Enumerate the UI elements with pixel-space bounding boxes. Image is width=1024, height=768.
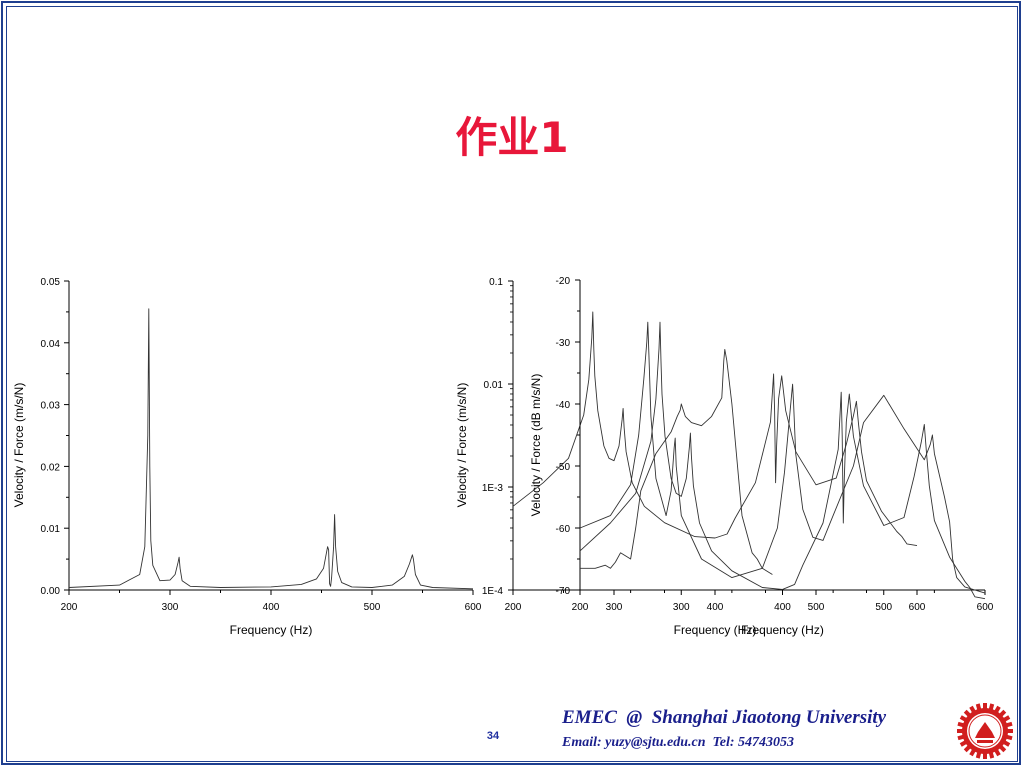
chart-3-series-3 xyxy=(580,348,773,575)
y-tick-label: -40 xyxy=(556,400,571,411)
x-axis-label: Frequency (Hz) xyxy=(230,623,313,637)
logo-gear-tooth xyxy=(1007,729,1013,733)
slide-frame-inner xyxy=(6,6,1018,762)
x-tick-label: 400 xyxy=(774,602,791,613)
logo-emblem xyxy=(975,722,995,738)
chart-2-axes xyxy=(512,281,917,591)
y-tick-label: -20 xyxy=(556,276,571,287)
x-tick-label: 600 xyxy=(977,602,994,613)
y-tick-label: -60 xyxy=(556,524,571,535)
footer-contact: Email: yuzy@sjtu.edu.cn Tel: 54743053 xyxy=(562,735,795,750)
x-axis-label: Frequency (Hz) xyxy=(741,623,824,637)
y-tick-label: 1E-3 xyxy=(482,483,504,494)
logo-gear-tooth xyxy=(983,753,987,759)
y-tick-label: 0.01 xyxy=(41,524,61,535)
y-tick-label: 0.01 xyxy=(484,380,504,391)
y-tick-label: 1E-4 xyxy=(482,586,504,597)
x-tick-label: 300 xyxy=(606,602,623,613)
x-tick-label: 300 xyxy=(673,602,690,613)
logo-base xyxy=(977,740,993,743)
x-tick-label: 600 xyxy=(465,602,482,613)
chart-3: 200 300 400 500 600 -70 -60 -50 -40 -30 -20 Frequen… xyxy=(529,276,994,637)
y-tick-label: -30 xyxy=(556,338,571,349)
y-axis-label: Velocity / Force (m/s/N) xyxy=(455,383,469,508)
chart-3-series-2 xyxy=(579,321,986,594)
chart-3-axes xyxy=(579,280,985,591)
x-tick-label: 400 xyxy=(263,602,280,613)
y-tick-label: 0.02 xyxy=(41,462,61,473)
chart-1: 200 300 400 500 600 0.00 0.01 0.02 0.03 0.04 0.05 F… xyxy=(12,277,482,637)
logo-gear-tooth xyxy=(988,751,995,759)
y-axis-label: Velocity / Force (m/s/N) xyxy=(12,383,26,508)
x-tick-label: 300 xyxy=(162,602,179,613)
y-tick-label: -70 xyxy=(556,586,571,597)
university-logo-icon xyxy=(957,703,1013,759)
logo-inner-ring xyxy=(968,714,1002,748)
y-tick-label: 0.03 xyxy=(41,401,61,412)
page-number: 34 xyxy=(486,730,500,742)
x-tick-label: 600 xyxy=(909,602,926,613)
y-tick-label: -50 xyxy=(556,462,571,473)
y-tick-label: 0.1 xyxy=(489,277,503,288)
chart-1-axes xyxy=(68,281,473,591)
logo-gear-tooth xyxy=(957,734,965,741)
chart-3-series-1 xyxy=(579,321,986,600)
x-tick-label: 200 xyxy=(572,602,589,613)
y-tick-label: 0.00 xyxy=(41,586,61,597)
x-tick-label: 500 xyxy=(875,602,892,613)
logo-gear-tooth xyxy=(983,703,987,709)
logo-gear-tooth xyxy=(975,703,982,711)
y-tick-label: 0.04 xyxy=(41,339,61,350)
logo-gear-tooth xyxy=(975,751,982,759)
footer-affiliation: EMEC @ Shanghai Jiaotong University xyxy=(562,707,887,728)
logo-gear-tooth xyxy=(1005,721,1013,728)
x-axis-label: Frequency (Hz) xyxy=(674,623,757,637)
chart-2-series-1 xyxy=(512,311,918,547)
x-tick-label: 500 xyxy=(808,602,825,613)
logo-gear-tooth xyxy=(957,721,965,728)
logo-gear-tooth xyxy=(1005,734,1013,741)
slide-title: 作业1 xyxy=(455,113,569,162)
logo-gear-tooth xyxy=(988,703,995,711)
y-axis-label: Velocity / Force (dB m/s/N) xyxy=(529,374,543,517)
x-tick-label: 500 xyxy=(364,602,381,613)
x-tick-label: 400 xyxy=(707,602,724,613)
logo-gear-tooth xyxy=(957,729,963,733)
y-tick-label: 0.05 xyxy=(41,277,61,288)
x-tick-label: 200 xyxy=(61,602,78,613)
x-tick-label: 200 xyxy=(505,602,522,613)
chart-1-series-1 xyxy=(68,308,474,590)
